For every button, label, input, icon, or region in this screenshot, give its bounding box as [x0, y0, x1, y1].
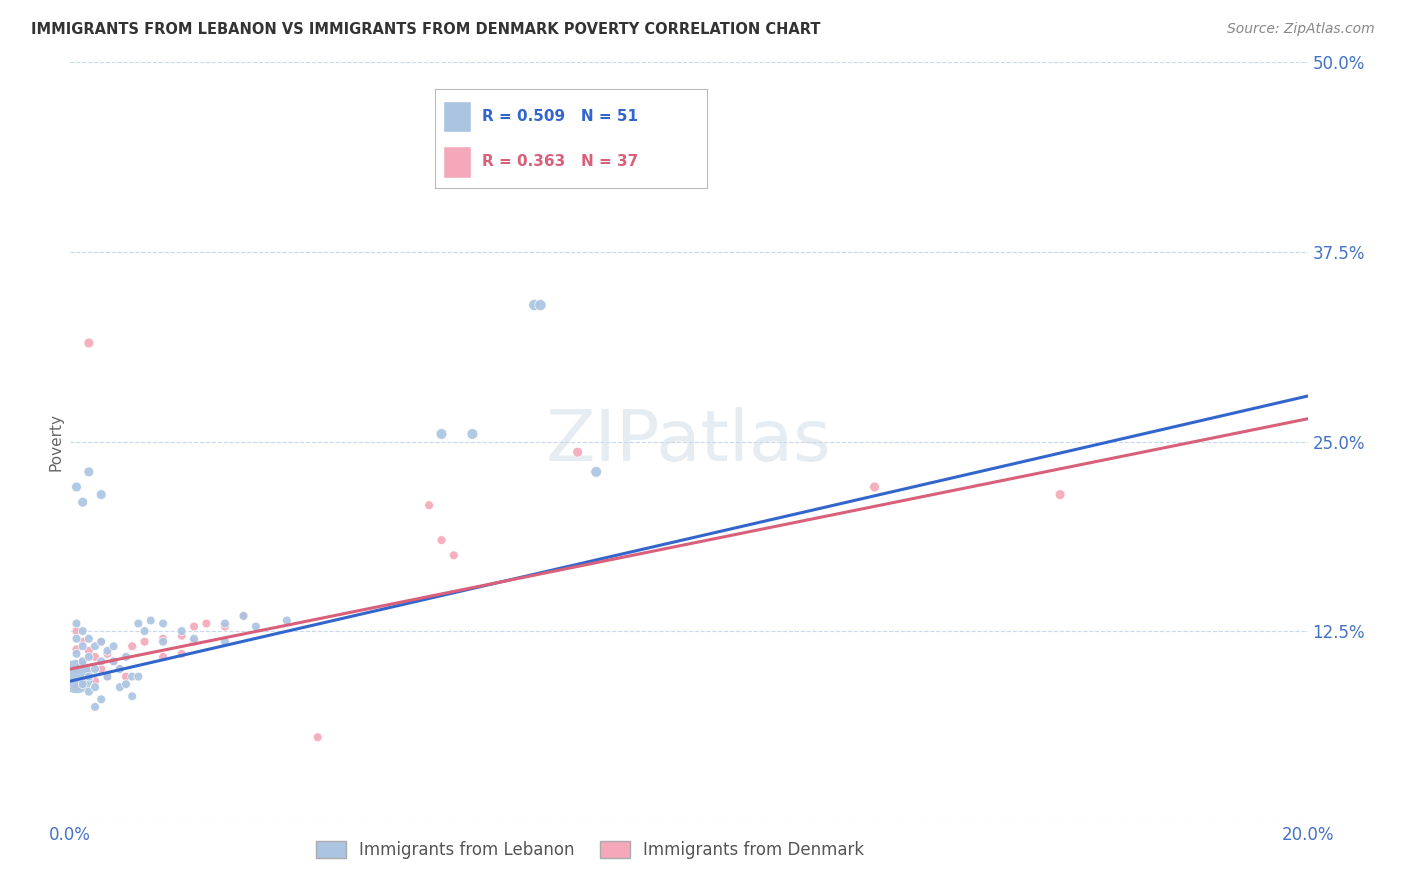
Point: [430, 427, 453, 442]
Point: [121, 669, 143, 683]
Point: [170, 629, 193, 643]
Point: [77, 335, 100, 350]
Point: [77, 685, 100, 699]
Point: [84, 674, 107, 689]
Point: [418, 498, 440, 512]
Point: [214, 619, 236, 633]
Point: [77, 632, 100, 646]
Point: [90, 634, 112, 648]
Point: [170, 647, 193, 661]
Point: [127, 616, 149, 631]
Point: [84, 639, 107, 653]
Point: [523, 298, 546, 312]
Point: [77, 465, 100, 479]
Point: [529, 298, 551, 312]
Point: [152, 616, 174, 631]
Point: [183, 634, 205, 648]
Point: [214, 634, 236, 648]
Point: [127, 669, 149, 683]
Point: [77, 644, 100, 658]
Point: [72, 495, 94, 509]
Point: [72, 624, 94, 639]
Point: [96, 669, 118, 683]
Point: [139, 614, 162, 628]
Text: Source: ZipAtlas.com: Source: ZipAtlas.com: [1227, 22, 1375, 37]
Text: IMMIGRANTS FROM LEBANON VS IMMIGRANTS FROM DENMARK POVERTY CORRELATION CHART: IMMIGRANTS FROM LEBANON VS IMMIGRANTS FR…: [31, 22, 821, 37]
Point: [65, 624, 87, 639]
Point: [72, 639, 94, 653]
Point: [245, 619, 267, 633]
Y-axis label: Poverty: Poverty: [48, 412, 63, 471]
Point: [65, 669, 87, 683]
Text: ZIPatlas: ZIPatlas: [546, 407, 832, 476]
Point: [84, 680, 107, 694]
Point: [77, 665, 100, 679]
Point: [276, 614, 298, 628]
Point: [170, 624, 193, 639]
Point: [103, 655, 125, 669]
Point: [863, 480, 886, 494]
Point: [90, 634, 112, 648]
Point: [77, 649, 100, 664]
Point: [103, 639, 125, 653]
Point: [65, 632, 87, 646]
Point: [121, 690, 143, 704]
Point: [108, 680, 131, 694]
Point: [461, 427, 484, 442]
Point: [96, 644, 118, 658]
Point: [90, 662, 112, 676]
Point: [96, 669, 118, 683]
Point: [84, 662, 107, 676]
Point: [115, 669, 138, 683]
Point: [96, 647, 118, 661]
Point: [232, 608, 254, 623]
Point: [72, 655, 94, 669]
Point: [121, 639, 143, 653]
Legend: Immigrants from Lebanon, Immigrants from Denmark: Immigrants from Lebanon, Immigrants from…: [309, 834, 870, 865]
Point: [103, 655, 125, 669]
Point: [72, 655, 94, 669]
Point: [183, 619, 205, 633]
Point: [72, 674, 94, 689]
Point: [108, 662, 131, 676]
Point: [183, 632, 205, 646]
Point: [90, 487, 112, 501]
Point: [152, 632, 174, 646]
Point: [430, 533, 453, 548]
Point: [134, 634, 156, 648]
Point: [134, 624, 156, 639]
Point: [90, 692, 112, 706]
Point: [65, 647, 87, 661]
Point: [232, 608, 254, 623]
Point: [84, 699, 107, 714]
Point: [84, 649, 107, 664]
Point: [195, 616, 218, 631]
Point: [567, 445, 589, 459]
Point: [65, 642, 87, 657]
Point: [115, 677, 138, 691]
Point: [77, 669, 100, 683]
Point: [65, 680, 87, 694]
Point: [152, 649, 174, 664]
Point: [115, 649, 138, 664]
Point: [108, 662, 131, 676]
Point: [1049, 487, 1071, 501]
Point: [90, 655, 112, 669]
Point: [65, 662, 87, 676]
Point: [585, 465, 607, 479]
Point: [72, 634, 94, 648]
Point: [65, 616, 87, 631]
Point: [65, 480, 87, 494]
Point: [307, 730, 329, 744]
Point: [443, 548, 465, 563]
Point: [214, 616, 236, 631]
Point: [152, 634, 174, 648]
Point: [72, 677, 94, 691]
